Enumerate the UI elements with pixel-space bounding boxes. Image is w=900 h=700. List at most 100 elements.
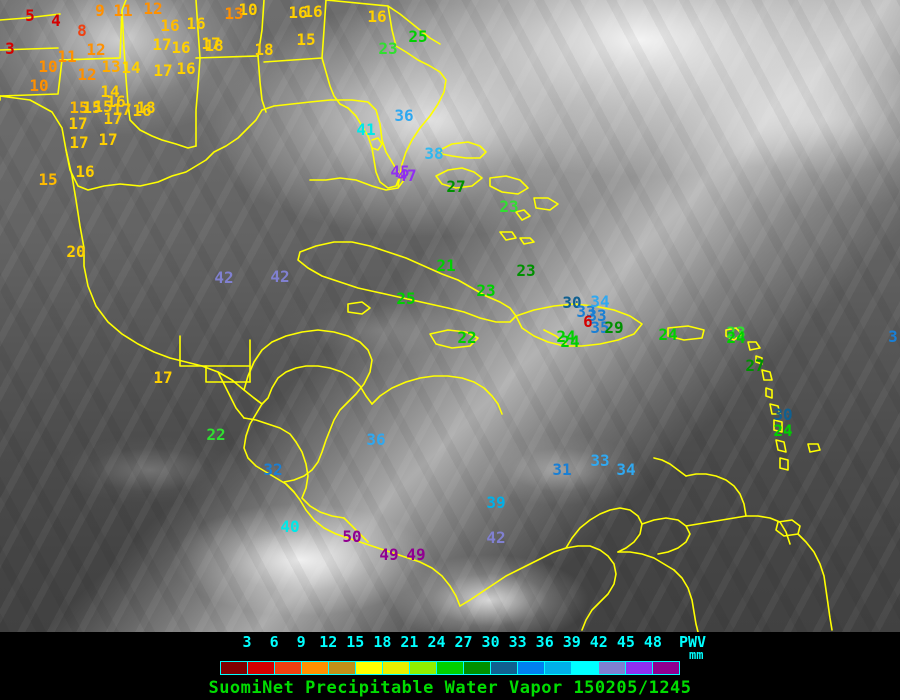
station-value: 11 [57,47,77,66]
station-value: 16 [367,7,387,26]
station-value: 42 [270,267,290,286]
station-value: 40 [280,517,300,536]
colorbar-swatch [518,662,545,674]
station-value: 24 [773,421,793,440]
pwv-units-label: mm [689,648,704,662]
station-value: 17 [103,109,123,128]
station-value: 33 [576,302,596,321]
station-value: 38 [424,144,444,163]
station-value: 18 [254,40,274,59]
colorbar-swatch [248,662,275,674]
station-value: 18 [136,98,156,117]
station-value: 22 [457,328,477,347]
colorbar-tick: 18 [373,633,392,651]
station-value: 36 [394,106,414,125]
colorbar-swatch [383,662,410,674]
colorbar-tick-labels: 3 6 9 12 15 18 21 24 27 30 33 36 39 42 45 48 [0,632,900,652]
ir-texture-noise [0,0,900,632]
station-value: 13 [101,57,121,76]
station-value: 10 [38,57,58,76]
station-value: 16 [106,92,126,111]
station-value: 17 [152,35,172,54]
colorbar-swatch [626,662,653,674]
station-value: 12 [86,40,106,59]
station-value: 17 [153,61,173,80]
station-value: 16 [176,59,196,78]
colorbar-tick: 39 [562,633,581,651]
station-value: 17 [201,34,221,53]
product-title: SuomiNet Precipitable Water Vapor 150205… [208,678,692,698]
colorbar-swatch [410,662,437,674]
colorbar-tick: 42 [589,633,608,651]
pwv-label: PWV [679,633,707,651]
colorbar-swatch [329,662,356,674]
ir-frontal-band [0,0,900,632]
color-scale-bar [220,661,680,675]
station-value: 16 [171,38,191,57]
station-value: 4 [51,11,61,30]
station-value: 34 [590,292,610,311]
colorbar-swatch [437,662,464,674]
station-value: 11 [113,1,133,20]
station-value: 12 [77,65,97,84]
station-value: 23 [378,39,398,58]
station-value: 24 [556,327,576,346]
station-value: 18 [204,36,224,55]
colorbar-tick: 27 [454,633,473,651]
station-value: 15 [93,97,113,116]
colorbar-swatch [464,662,491,674]
station-value: 23 [476,281,496,300]
coastline-overlay [0,0,833,632]
station-value: 30 [562,293,582,312]
colorbar-tick: 36 [535,633,554,651]
station-value: 27 [745,356,765,375]
station-value: 9 [95,1,105,20]
colorbar-swatch [302,662,329,674]
colorbar-tick: 12 [319,633,338,651]
colorbar-tick: 24 [427,633,446,651]
station-value: 13 [224,4,244,23]
station-value: 45 [390,162,410,181]
colorbar-tick: 30 [481,633,500,651]
colorbar-swatch [653,662,679,674]
station-value: 14 [100,82,120,101]
station-value: 8 [77,21,87,40]
station-value: 15 [38,170,58,189]
station-value: 14 [121,58,141,77]
station-value: 42 [214,268,234,287]
colorbar-tick: 48 [643,633,662,651]
station-value: 15 [69,98,89,117]
station-value: 21 [436,256,456,275]
station-value: 16 [303,2,323,21]
colorbar-swatch [545,662,572,674]
station-value: 16 [160,16,180,35]
station-value: 34 [616,460,636,479]
colorbar-tick: 15 [346,633,365,651]
station-value: 12 [143,0,163,18]
station-value: 17 [69,133,89,152]
station-value: 22 [206,425,226,444]
station-value: 15 [296,30,316,49]
station-value: 33 [590,451,610,470]
station-value: 24 [658,325,678,344]
station-value: 24 [726,328,746,347]
station-value: 49 [406,545,426,564]
station-value: 16 [132,101,152,120]
station-value: 47 [397,166,417,185]
station-value: 10 [238,0,258,19]
station-value: 20 [66,242,86,261]
station-value: 25 [408,27,428,46]
station-value: 33 [587,306,607,325]
station-value: 50 [342,527,362,546]
station-value: 17 [68,114,88,133]
station-value: 39 [486,493,506,512]
satellite-imagery-canvas: 5 4 8 9 11 12 16 16 10 13 16 16 16 3 11 12 17 16 18 17 15 23 2… [0,0,900,632]
station-value: 36 [366,430,386,449]
station-value: 17 [98,130,118,149]
station-value: 27 [446,177,466,196]
station-value: 30 [773,405,793,424]
station-value: 23 [726,323,746,342]
legend-panel: 3 6 9 12 15 18 21 24 27 30 33 36 39 42 45 48 PWV mm Suo… [0,632,900,700]
station-value: 17 [112,100,132,119]
